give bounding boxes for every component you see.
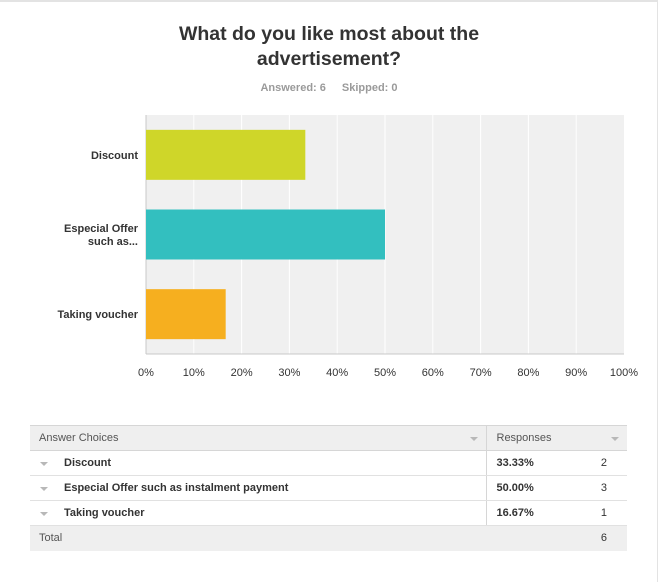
category-label: Taking voucher [58, 309, 139, 321]
table-header-row: Answer Choices Responses [30, 425, 627, 451]
table-row: Especial Offer such as instalment paymen… [30, 475, 627, 501]
answer-choices-header-label: Answer Choices [39, 432, 119, 444]
response-stats: Answered: 6 Skipped: 0 [0, 82, 658, 94]
x-tick-label: 70% [470, 367, 492, 379]
responses-header-label: Responses [496, 432, 552, 444]
skipped-count: Skipped: 0 [341, 82, 398, 94]
response-count: 2 [600, 457, 607, 469]
bar[interactable] [146, 129, 306, 180]
category-label: such as... [88, 236, 138, 248]
x-tick-label: 80% [517, 367, 539, 379]
response-percent: 16.67% [496, 507, 534, 519]
response-cell: 16.67% 1 [486, 500, 627, 526]
x-tick-label: 90% [565, 367, 587, 379]
x-tick-label: 60% [422, 367, 444, 379]
response-percent: 33.33% [496, 457, 534, 469]
x-tick-label: 10% [183, 367, 205, 379]
bar[interactable] [146, 289, 226, 340]
total-row: Total 6 [30, 525, 627, 551]
choice-label: Discount [64, 457, 112, 469]
question-title-line-1: What do you like most about the [178, 23, 480, 45]
x-tick-label: 50% [374, 367, 396, 379]
choice-cell: Especial Offer such as instalment paymen… [30, 475, 487, 501]
top-border [0, 0, 658, 2]
responses-table: Answer Choices Responses Discount 33.33%… [30, 425, 627, 551]
question-title-line-2: advertisement? [256, 48, 402, 70]
response-cell: 33.33% 2 [486, 450, 627, 476]
x-tick-label: 100% [610, 367, 638, 379]
x-tick-label: 0% [138, 367, 154, 379]
response-count: 1 [600, 507, 607, 519]
total-count: 6 [600, 532, 607, 544]
table-row: Discount 33.33% 2 [30, 450, 627, 476]
category-label: Discount [91, 150, 138, 162]
sort-arrow-icon[interactable] [610, 437, 619, 441]
response-count: 3 [600, 482, 607, 494]
table-row: Taking voucher 16.67% 1 [30, 500, 627, 526]
total-label: Total [30, 525, 486, 551]
answered-count: Answered: 6 [260, 82, 326, 94]
bar[interactable] [146, 209, 385, 260]
responses-header[interactable]: Responses [486, 425, 627, 451]
choice-label: Especial Offer such as instalment paymen… [64, 482, 289, 494]
bar-chart: 0% 10% 20% 30% 40% 50% 60% 70% 80% 90% 100% Discoun… [58, 115, 638, 379]
question-title: What do you like most about the advertis… [0, 22, 658, 72]
expand-arrow-icon[interactable] [40, 487, 48, 491]
response-percent: 50.00% [496, 482, 534, 494]
category-label: Especial Offer [64, 223, 139, 235]
expand-arrow-icon[interactable] [40, 512, 48, 516]
choice-cell: Taking voucher [30, 500, 487, 526]
sort-arrow-icon[interactable] [470, 437, 478, 441]
choice-cell: Discount [30, 450, 487, 476]
x-tick-label: 30% [278, 367, 300, 379]
expand-arrow-icon[interactable] [40, 462, 48, 466]
response-cell: 50.00% 3 [486, 475, 627, 501]
answer-choices-header[interactable]: Answer Choices [30, 425, 487, 451]
total-cell: 6 [486, 525, 627, 551]
x-tick-label: 20% [231, 367, 253, 379]
choice-label: Taking voucher [64, 507, 145, 519]
x-tick-label: 40% [326, 367, 348, 379]
